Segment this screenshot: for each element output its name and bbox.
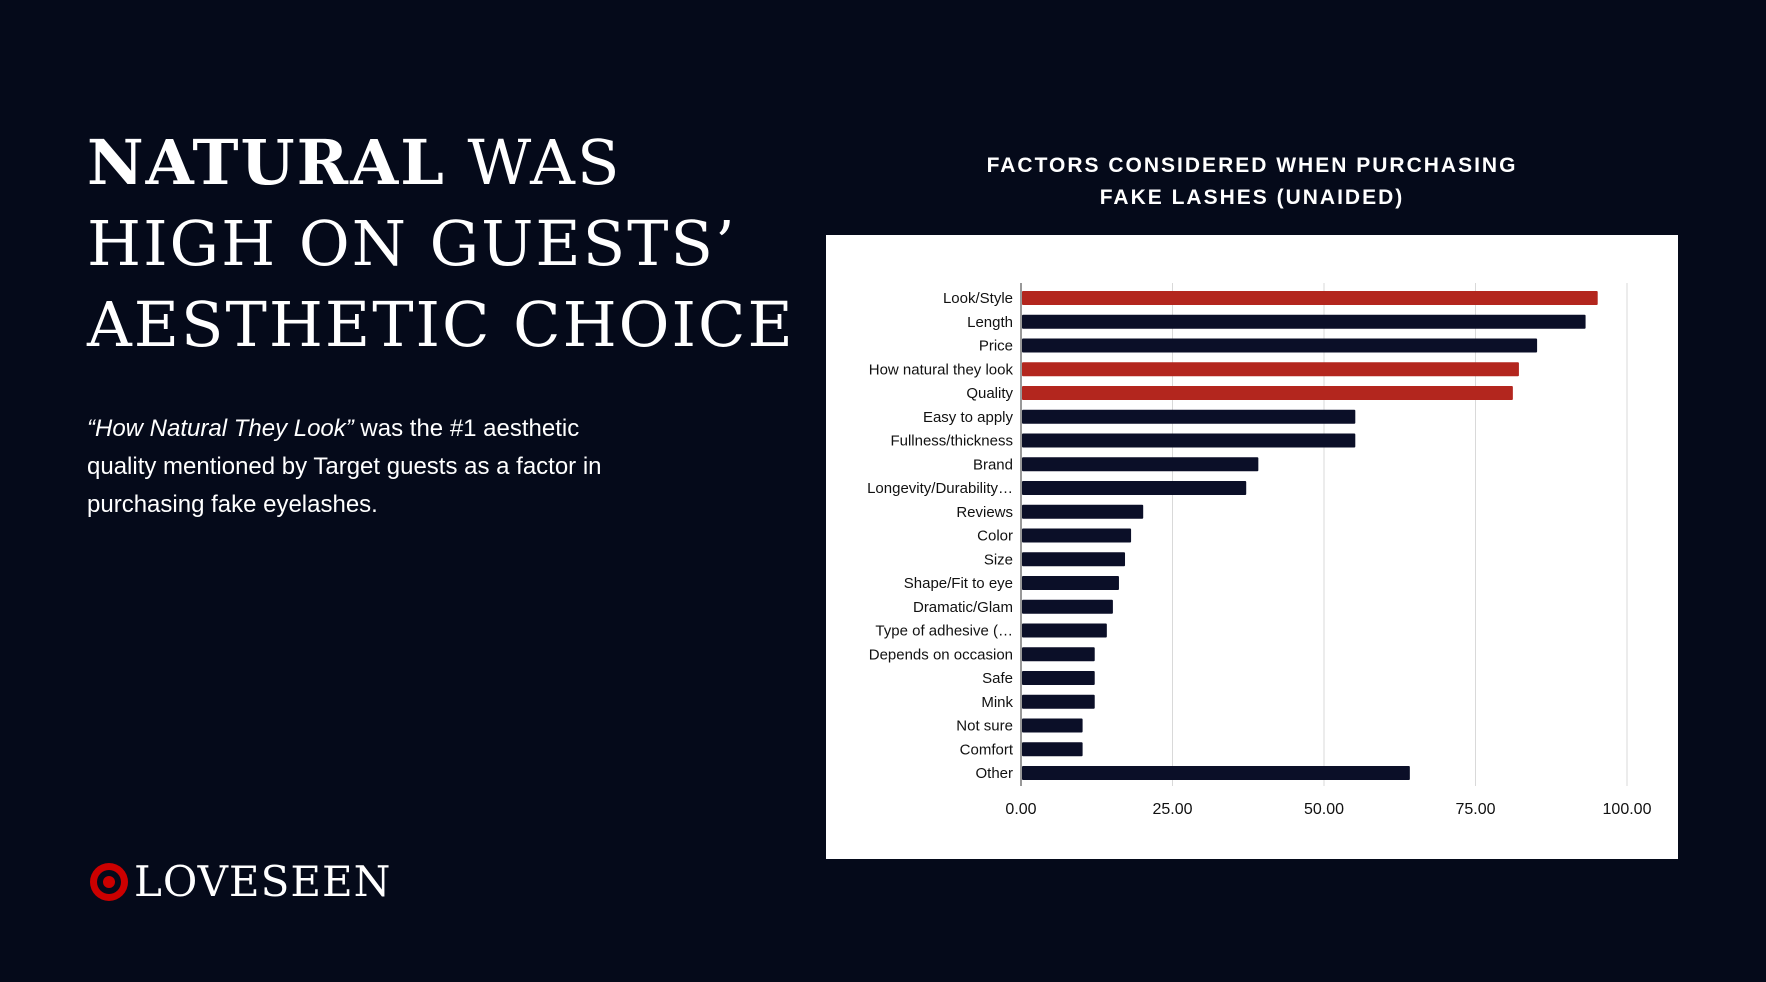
bar xyxy=(1022,647,1095,662)
bar xyxy=(1022,291,1598,305)
category-label: Easy to apply xyxy=(923,409,1014,426)
bar xyxy=(1022,528,1132,543)
chart-title-line-1: Factors considered when purchasing xyxy=(986,154,1518,177)
bar xyxy=(1022,409,1356,424)
category-label: Reviews xyxy=(956,504,1013,521)
bar xyxy=(1022,457,1259,472)
category-label: Longevity/Durability… xyxy=(867,480,1013,497)
category-label: Not sure xyxy=(956,718,1013,735)
brand-logo: LOVESEEN xyxy=(88,860,391,904)
category-label: Length xyxy=(967,314,1013,331)
category-label: Brand xyxy=(973,456,1013,473)
bar xyxy=(1022,552,1126,567)
headline-rest: was high on guests’ aesthetic choice xyxy=(87,126,795,361)
category-label: Safe xyxy=(982,670,1013,687)
bar-chart: 0.00 25.00 50.00 75.00 100.00 Look/Style Lengt… xyxy=(867,283,1652,818)
x-tick-label: 100.00 xyxy=(1603,801,1652,818)
category-label: Color xyxy=(977,528,1013,545)
category-label: Look/Style xyxy=(943,290,1013,307)
category-label: Fullness/thickness xyxy=(890,433,1013,450)
bar xyxy=(1022,671,1095,685)
category-label: Type of adhesive (… xyxy=(875,623,1013,640)
headline-bold: Natural xyxy=(87,126,446,199)
category-label: Quality xyxy=(966,385,1013,402)
chart-panel: 0.00 25.00 50.00 75.00 100.00 Look/Style Lengt… xyxy=(826,235,1678,859)
category-label: Depends on occasion xyxy=(869,646,1013,663)
category-label: Other xyxy=(975,765,1013,782)
bar xyxy=(1022,766,1410,780)
bar xyxy=(1022,623,1107,638)
category-label: Dramatic/Glam xyxy=(913,599,1013,616)
category-label: How natural they look xyxy=(869,361,1014,378)
bar xyxy=(1022,694,1095,709)
category-label: Shape/Fit to eye xyxy=(904,575,1013,592)
category-label: Comfort xyxy=(960,741,1014,758)
bar xyxy=(1022,338,1538,353)
chart-title-line-2: fake lashes (unaided) xyxy=(1099,186,1405,209)
category-label: Mink xyxy=(981,694,1013,711)
bar xyxy=(1022,314,1586,329)
bar xyxy=(1022,386,1513,400)
x-tick-label: 75.00 xyxy=(1455,801,1495,818)
x-tick-label: 50.00 xyxy=(1304,801,1344,818)
body-quote: “How Natural They Look” xyxy=(87,415,354,442)
bar xyxy=(1022,433,1356,448)
target-bullseye-icon xyxy=(90,863,128,901)
x-tick-label: 25.00 xyxy=(1152,801,1192,818)
body-text: was the #1 aesthetic quality mentioned b… xyxy=(87,415,602,518)
bar xyxy=(1022,481,1247,495)
headline: Natural was high on guests’ aesthetic ch… xyxy=(87,122,807,365)
bar xyxy=(1022,576,1119,590)
bar xyxy=(1022,742,1083,757)
bar xyxy=(1022,504,1144,519)
chart-title: Factors considered when purchasing fake … xyxy=(826,150,1678,214)
category-label: Price xyxy=(979,338,1013,355)
bar xyxy=(1022,599,1113,614)
bar xyxy=(1022,718,1083,733)
category-label: Size xyxy=(984,551,1013,568)
body-copy: “How Natural They Look” was the #1 aesth… xyxy=(87,410,647,524)
bar xyxy=(1022,362,1519,377)
x-tick-label: 0.00 xyxy=(1005,801,1036,818)
logo-text: LOVESEEN xyxy=(134,857,392,906)
